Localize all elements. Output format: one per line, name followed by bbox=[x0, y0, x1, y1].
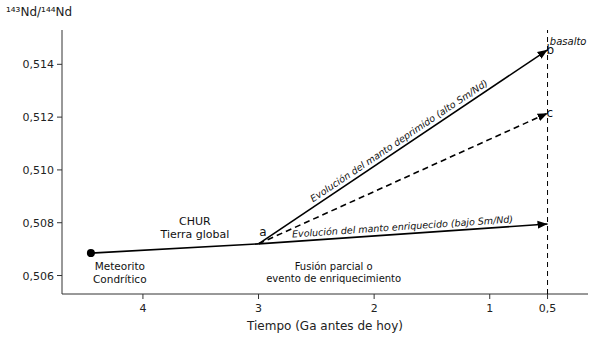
plot-area bbox=[87, 30, 548, 294]
x-tick bbox=[489, 294, 490, 299]
y-tick bbox=[57, 169, 62, 170]
x-tick bbox=[142, 294, 143, 299]
annotation: basalto bbox=[550, 36, 587, 47]
annotation-line: evento de enriquecimiento bbox=[266, 273, 401, 284]
y-tick bbox=[57, 64, 62, 65]
x-axis-label: Tiempo (Ga antes de hoy) bbox=[246, 319, 403, 333]
y-axis-line bbox=[62, 30, 63, 294]
x-axis-line bbox=[62, 294, 588, 295]
y-tick-label: 0,514 bbox=[23, 58, 55, 71]
line bbox=[259, 50, 548, 244]
annotation-line: CHUR bbox=[179, 215, 211, 228]
point bbox=[87, 249, 95, 257]
line-label: Evolución del manto deprimido (alto Sm/N… bbox=[308, 77, 490, 204]
y-tick bbox=[57, 222, 62, 223]
chart: 4 3 2 1 0,5 0,506 0,508 0,510 0,512 0,514 Tiempo (… bbox=[0, 0, 600, 338]
annotation: CHURTierra global bbox=[160, 215, 230, 241]
annotation: MeteoritoCondrítico bbox=[93, 260, 147, 285]
annotation: c bbox=[546, 106, 553, 120]
reference-line bbox=[547, 30, 548, 294]
x-tick-label: 1 bbox=[486, 302, 493, 315]
x-tick-label: 3 bbox=[255, 302, 262, 315]
x-tick-label: 2 bbox=[371, 302, 378, 315]
y-tick-label: 0,508 bbox=[23, 217, 55, 230]
x-tick bbox=[258, 294, 259, 299]
annotation: a bbox=[259, 225, 266, 239]
annotation-line: c bbox=[546, 106, 553, 120]
y-tick-label: 0,512 bbox=[23, 111, 55, 124]
x-tick-label: 4 bbox=[139, 302, 146, 315]
x-tick bbox=[374, 294, 375, 299]
line-label: Evolución del manto enriquecido (bajo Sm… bbox=[292, 213, 514, 239]
labels: Evolución del manto enriquecido (bajo Sm… bbox=[93, 36, 586, 284]
y-tick bbox=[57, 117, 62, 118]
y-axis-label: ¹⁴³Nd/¹⁴⁴Nd bbox=[6, 5, 72, 19]
axes: 4 3 2 1 0,5 0,506 0,508 0,510 0,512 0,514 bbox=[23, 30, 589, 315]
y-tick-label: 0,506 bbox=[23, 270, 55, 283]
annotation: Fusión parcial oevento de enriquecimient… bbox=[266, 261, 401, 284]
annotation-line: a bbox=[259, 225, 266, 239]
annotation-line: basalto bbox=[550, 36, 587, 47]
background bbox=[0, 0, 600, 338]
annotation-line: Fusión parcial o bbox=[295, 261, 373, 272]
y-tick-label: 0,510 bbox=[23, 164, 55, 177]
y-tick bbox=[57, 275, 62, 276]
annotation-line: Tierra global bbox=[160, 228, 230, 241]
x-tick bbox=[547, 294, 548, 299]
annotation-line: Meteorito bbox=[95, 260, 145, 272]
x-tick-label: 0,5 bbox=[539, 302, 557, 315]
line bbox=[91, 244, 259, 253]
annotation-line: Condrítico bbox=[93, 273, 147, 285]
